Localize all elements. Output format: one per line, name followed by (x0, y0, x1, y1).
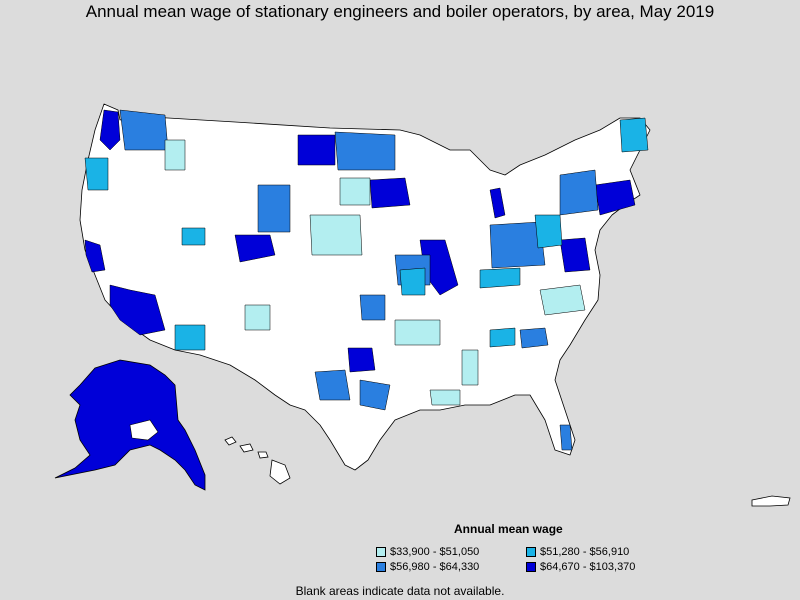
region-georgia (519, 327, 549, 349)
region-pacific-nw (119, 109, 169, 151)
legend-title: Annual mean wage (454, 522, 563, 536)
region-ohio-valley (489, 221, 546, 269)
region-nw-montana (297, 134, 336, 166)
region-carolinas (539, 284, 586, 316)
footnote: Blank areas indicate data not available. (295, 584, 505, 598)
region-utah (181, 227, 206, 246)
region-louisiana (429, 389, 461, 406)
wage-regions (84, 109, 649, 451)
map-title: Annual mean wage of stationary engineers… (85, 2, 715, 21)
region-north-dakota (334, 131, 396, 171)
region-arizona (174, 324, 206, 351)
region-mississippi (461, 349, 479, 386)
region-oregon-coast (84, 157, 109, 191)
legend-label: $33,900 - $51,050 (390, 546, 480, 558)
region-maine (619, 117, 649, 153)
legend-item: $64,670 - $103,370 (526, 561, 635, 573)
legend-swatch (526, 562, 536, 572)
legend-swatch (376, 562, 386, 572)
region-seattle (99, 109, 121, 151)
legend-label: $56,980 - $64,330 (390, 561, 480, 573)
legend-item: $56,980 - $64,330 (376, 561, 479, 573)
region-kentucky (479, 267, 521, 289)
region-michigan (489, 187, 506, 219)
region-kansas-nebraska (309, 214, 363, 256)
region-texas-west (314, 369, 351, 401)
region-minnesota (369, 177, 411, 209)
region-oklahoma-dfw (347, 347, 376, 373)
region-southern-ca (109, 284, 166, 336)
legend-item: $33,900 - $51,050 (376, 546, 479, 558)
region-south-dakota (339, 177, 371, 206)
region-missouri (399, 267, 426, 296)
puerto-rico (751, 495, 791, 507)
alaska-inland (129, 419, 159, 441)
legend-item: $51,280 - $56,910 (526, 546, 629, 558)
region-arkansas (394, 319, 441, 346)
legend-swatch (376, 547, 386, 557)
region-oklahoma (359, 294, 386, 321)
legend-swatch (526, 547, 536, 557)
region-tennessee (489, 327, 516, 348)
legend-label: $51,280 - $56,910 (540, 546, 630, 558)
region-wyoming (257, 184, 291, 233)
legend-label: $64,670 - $103,370 (540, 561, 636, 573)
region-new-mexico (244, 304, 271, 331)
region-pennsylvania (534, 214, 563, 249)
region-new-england (594, 179, 636, 216)
region-bay-area (84, 239, 106, 273)
region-colorado (234, 234, 276, 263)
region-idaho (164, 139, 186, 171)
region-mid-atlantic (559, 237, 591, 273)
region-houston (359, 379, 391, 411)
region-florida-se (559, 424, 573, 451)
region-new-york (559, 169, 599, 216)
hawaii-islands (224, 436, 291, 485)
